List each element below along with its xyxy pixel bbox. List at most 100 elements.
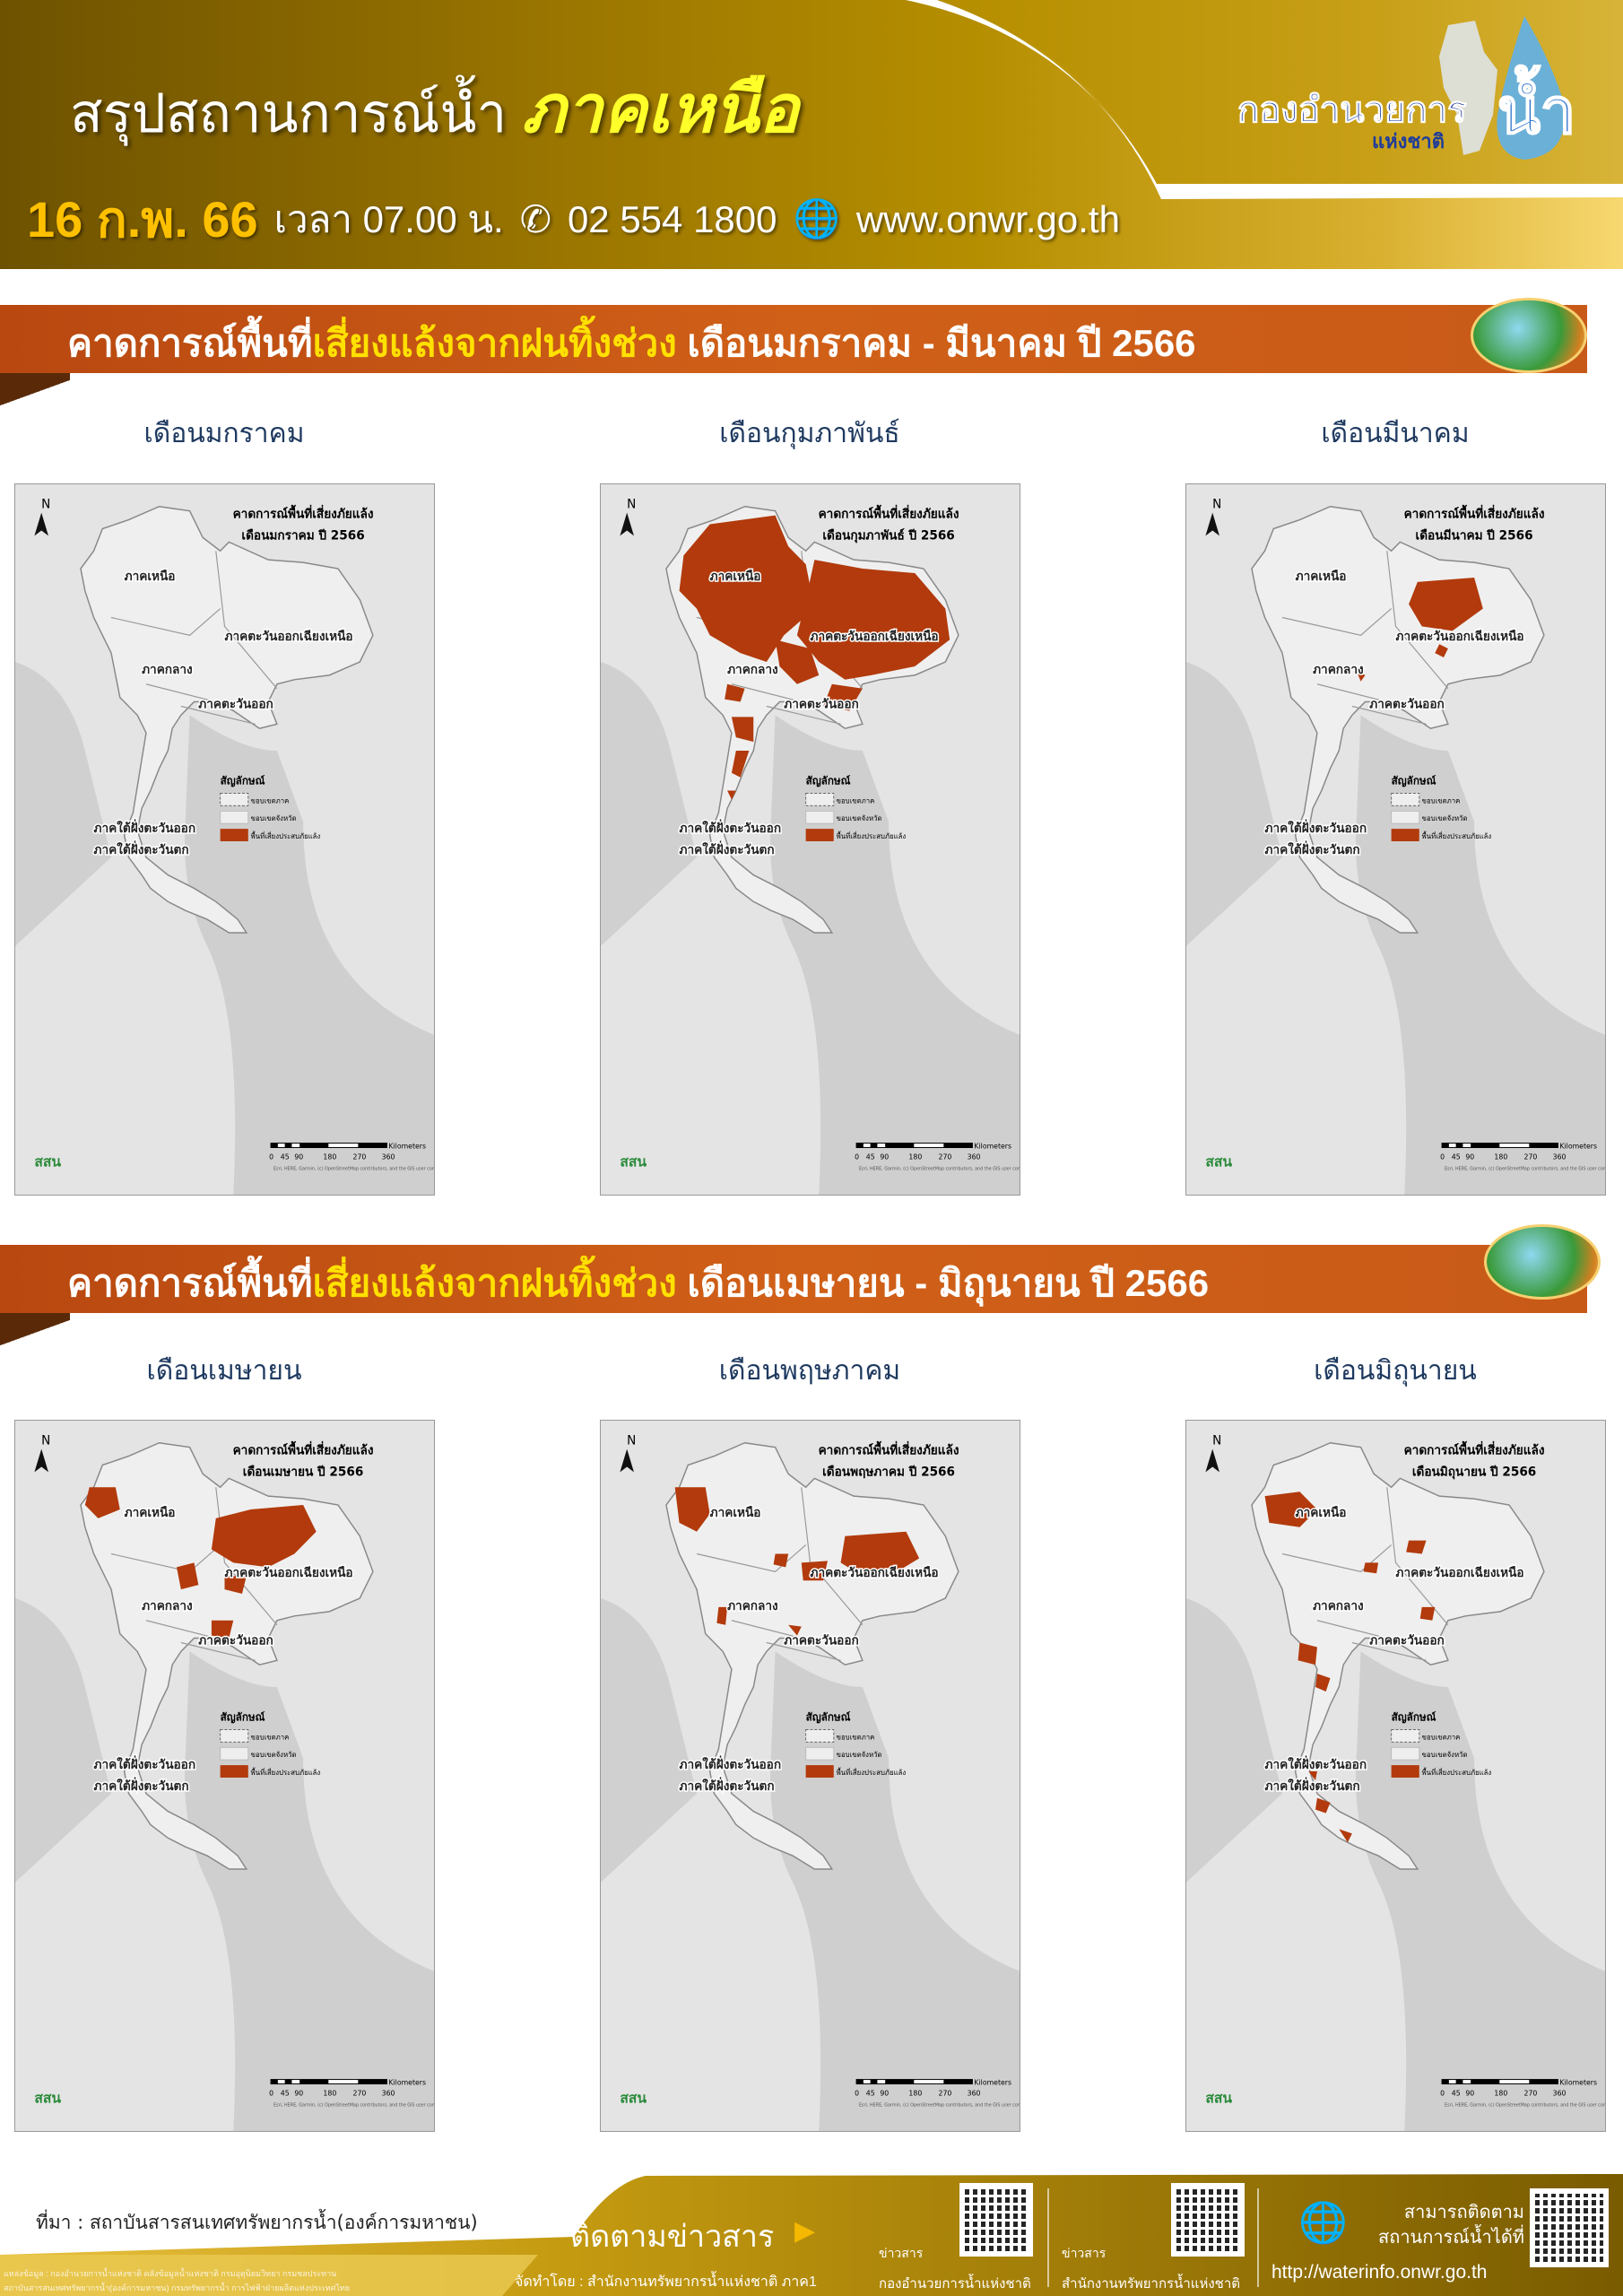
drought-risk-area	[1409, 577, 1483, 631]
date-contact-line: 16 ก.พ. 66 เวลา 07.00 น. ✆ 02 554 1800 🌐…	[27, 179, 1120, 259]
scale-bar: Kilometers 0 45 90 180 270 360 Esri, HERE, Ga…	[1440, 1142, 1605, 1171]
drought-risk-area	[1315, 1674, 1331, 1692]
drought-map: N คาดการณ์พื้นที่เสี่ยงภัยแล้ง เดือนพฤษภ…	[601, 1421, 1020, 2131]
north-arrow-icon	[620, 1448, 634, 1473]
scale-bar: Kilometers 0 45 90 180 270 360 Esri, HERE, Ga…	[1440, 2078, 1605, 2108]
drought-risk-area	[84, 1487, 120, 1518]
svg-text:90: 90	[294, 2089, 303, 2097]
region-label: ภาคตะวันออก	[784, 1633, 858, 1648]
drought-risk-area	[679, 515, 815, 662]
sea-area	[1186, 1598, 1283, 1883]
svg-text:Kilometers: Kilometers	[388, 2078, 426, 2086]
month-label: เดือนพฤษภาคม	[718, 1356, 901, 1386]
drought-map: N คาดการณ์พื้นที่เสี่ยงภัยแล้ง เดือนมกรา…	[15, 484, 434, 1195]
water-landscape-icon	[1471, 298, 1587, 373]
waterinfo-link[interactable]: http://waterinfo.onwr.go.th	[1271, 2262, 1488, 2283]
map-title: คาดการณ์พื้นที่เสี่ยงภัยแล้ง	[819, 1440, 959, 1457]
svg-text:ขอบเขตภาค: ขอบเขตภาค	[1422, 796, 1461, 804]
page-title: สรุปสถานการณ์น้ำ ภาคเหนือ	[70, 72, 799, 146]
svg-text:สัญลักษณ์: สัญลักษณ์	[221, 1711, 265, 1724]
region-label: ภาคเหนือ	[125, 1506, 176, 1520]
drought-map: N คาดการณ์พื้นที่เสี่ยงภัยแล้ง เดือนเมษา…	[15, 1421, 434, 2131]
drought-risk-area	[1264, 1492, 1317, 1527]
svg-text:Kilometers: Kilometers	[1559, 2078, 1597, 2086]
drought-risk-area	[211, 1505, 317, 1568]
region-label: ภาคเหนือ	[1296, 1506, 1347, 1520]
svg-text:พื้นที่เสี่ยงประสบภัยแล้ง: พื้นที่เสี่ยงประสบภัยแล้ง	[837, 1767, 907, 1777]
sea-area	[601, 662, 698, 946]
svg-text:45: 45	[866, 1152, 875, 1161]
divider	[1047, 2188, 1049, 2287]
north-arrow-label: N	[41, 1434, 50, 1448]
svg-text:ขอบเขตจังหวัด: ขอบเขตจังหวัด	[837, 814, 882, 822]
map-attribution: Esri, HERE, Garmin, (c) OpenStreetMap co…	[859, 1166, 1020, 1171]
header: สรุปสถานการณ์น้ำ ภาคเหนือ 16 ก.พ. 66 เวล…	[0, 0, 1623, 269]
svg-text:สัญลักษณ์: สัญลักษณ์	[1392, 1711, 1436, 1724]
agency-logo: สสน	[1205, 1152, 1232, 1170]
north-arrow-icon	[34, 1448, 48, 1473]
drought-risk-area	[674, 1487, 710, 1532]
north-arrow-label: N	[627, 498, 636, 512]
qr-code-regional-office[interactable]	[1171, 2183, 1245, 2257]
region-label: ภาคตะวันออก	[784, 697, 858, 711]
region-label: ภาคใต้ฝั่งตะวันออก	[680, 1755, 782, 1772]
drought-risk-area	[1298, 1642, 1317, 1665]
region-label: ภาคกลาง	[727, 663, 778, 677]
track-label: สถานการณ์น้ำได้ที่	[1378, 2228, 1524, 2248]
drought-map: N คาดการณ์พื้นที่เสี่ยงภัยแล้ง เดือนมีนา…	[1186, 484, 1605, 1195]
scale-bar: Kilometers 0 45 90 180 270 360 Esri, HERE, Ga…	[269, 1142, 434, 1171]
region-title: ภาคเหนือ	[521, 72, 799, 146]
follow-news-label: ติดตามข่าวสาร	[570, 2220, 775, 2254]
svg-text:สัญลักษณ์: สัญลักษณ์	[806, 1711, 851, 1724]
map-subtitle: เดือนมีนาคม ปี 2566	[1416, 528, 1533, 543]
banner-fold	[0, 373, 70, 413]
source-note: ที่มา : สถาบันสารสนเทศทรัพยากรน้ำ(องค์กา…	[36, 2212, 478, 2233]
map-panel: N คาดการณ์พื้นที่เสี่ยงภัยแล้ง เดือนกุมภ…	[600, 483, 1020, 1196]
qr-label: กองอำนวยการน้ำแห่งชาติ	[879, 2276, 1031, 2292]
svg-text:พื้นที่เสี่ยงประสบภัยแล้ง: พื้นที่เสี่ยงประสบภัยแล้ง	[1422, 831, 1492, 840]
drought-risk-area	[716, 1606, 728, 1625]
map-title: คาดการณ์พื้นที่เสี่ยงภัยแล้ง	[1404, 1440, 1545, 1457]
website-link[interactable]: www.onwr.go.th	[855, 197, 1120, 240]
svg-text:0: 0	[1440, 1152, 1445, 1161]
svg-text:180: 180	[1494, 1152, 1507, 1161]
globe-icon: 🌐	[793, 197, 840, 239]
map-legend: สัญลักษณ์ ขอบเขตภาค ขอบเขตจังหวัด พื้นที…	[1391, 1711, 1491, 1778]
month-label: เดือนเมษายน	[146, 1356, 302, 1386]
svg-text:สัญลักษณ์: สัญลักษณ์	[221, 775, 265, 787]
qr-code-onwr[interactable]	[959, 2183, 1033, 2257]
drought-risk-area	[1308, 1771, 1317, 1780]
arrow-right-icon: ▶	[794, 2216, 816, 2246]
divider	[1257, 2188, 1259, 2287]
month-label: เดือนมกราคม	[143, 419, 305, 448]
svg-text:180: 180	[908, 1152, 922, 1161]
svg-text:ขอบเขตภาค: ขอบเขตภาค	[1422, 1733, 1461, 1741]
agency-logo: สสน	[34, 2089, 61, 2106]
north-arrow-icon	[1205, 1448, 1219, 1473]
drought-risk-area	[1435, 644, 1448, 658]
month-label: เดือนมีนาคม	[1321, 419, 1470, 448]
qr-code-waterinfo[interactable]	[1530, 2188, 1609, 2267]
agency-logo: สสน	[620, 1152, 647, 1170]
phone-icon: ✆	[519, 198, 551, 240]
svg-text:360: 360	[968, 1152, 981, 1161]
drought-risk-area	[796, 560, 950, 680]
svg-text:Kilometers: Kilometers	[974, 2078, 1011, 2086]
region-label: ภาคกลาง	[1313, 663, 1364, 677]
drought-risk-area	[1363, 1562, 1379, 1574]
globe-cursor-icon: 🌐	[1298, 2201, 1348, 2245]
svg-text:180: 180	[323, 2089, 336, 2097]
region-label: ภาคตะวันออกเฉียงเหนือ	[1396, 630, 1524, 644]
region-label: ภาคตะวันออกเฉียงเหนือ	[225, 630, 353, 644]
svg-text:90: 90	[880, 1152, 889, 1161]
data-source-note: สถาบันสารสนเทศทรัพยากรน้ำ(องค์การมหาชน) …	[4, 2283, 351, 2292]
map-subtitle: เดือนพฤษภาคม ปี 2566	[822, 1465, 955, 1479]
region-label: ภาคเหนือ	[125, 570, 176, 584]
map-legend: สัญลักษณ์ ขอบเขตภาค ขอบเขตจังหวัด พื้นที…	[220, 775, 320, 841]
map-panel: N คาดการณ์พื้นที่เสี่ยงภัยแล้ง เดือนมิถุ…	[1185, 1420, 1606, 2132]
region-label: ภาคใต้ฝั่งตะวันตก	[680, 1777, 775, 1794]
region-label: ภาคใต้ฝั่งตะวันออก	[94, 1755, 196, 1772]
region-label: ภาคใต้ฝั่งตะวันออก	[1265, 819, 1367, 836]
svg-text:พื้นที่เสี่ยงประสบภัยแล้ง: พื้นที่เสี่ยงประสบภัยแล้ง	[837, 831, 907, 840]
svg-text:ขอบเขตจังหวัด: ขอบเขตจังหวัด	[251, 1751, 297, 1759]
